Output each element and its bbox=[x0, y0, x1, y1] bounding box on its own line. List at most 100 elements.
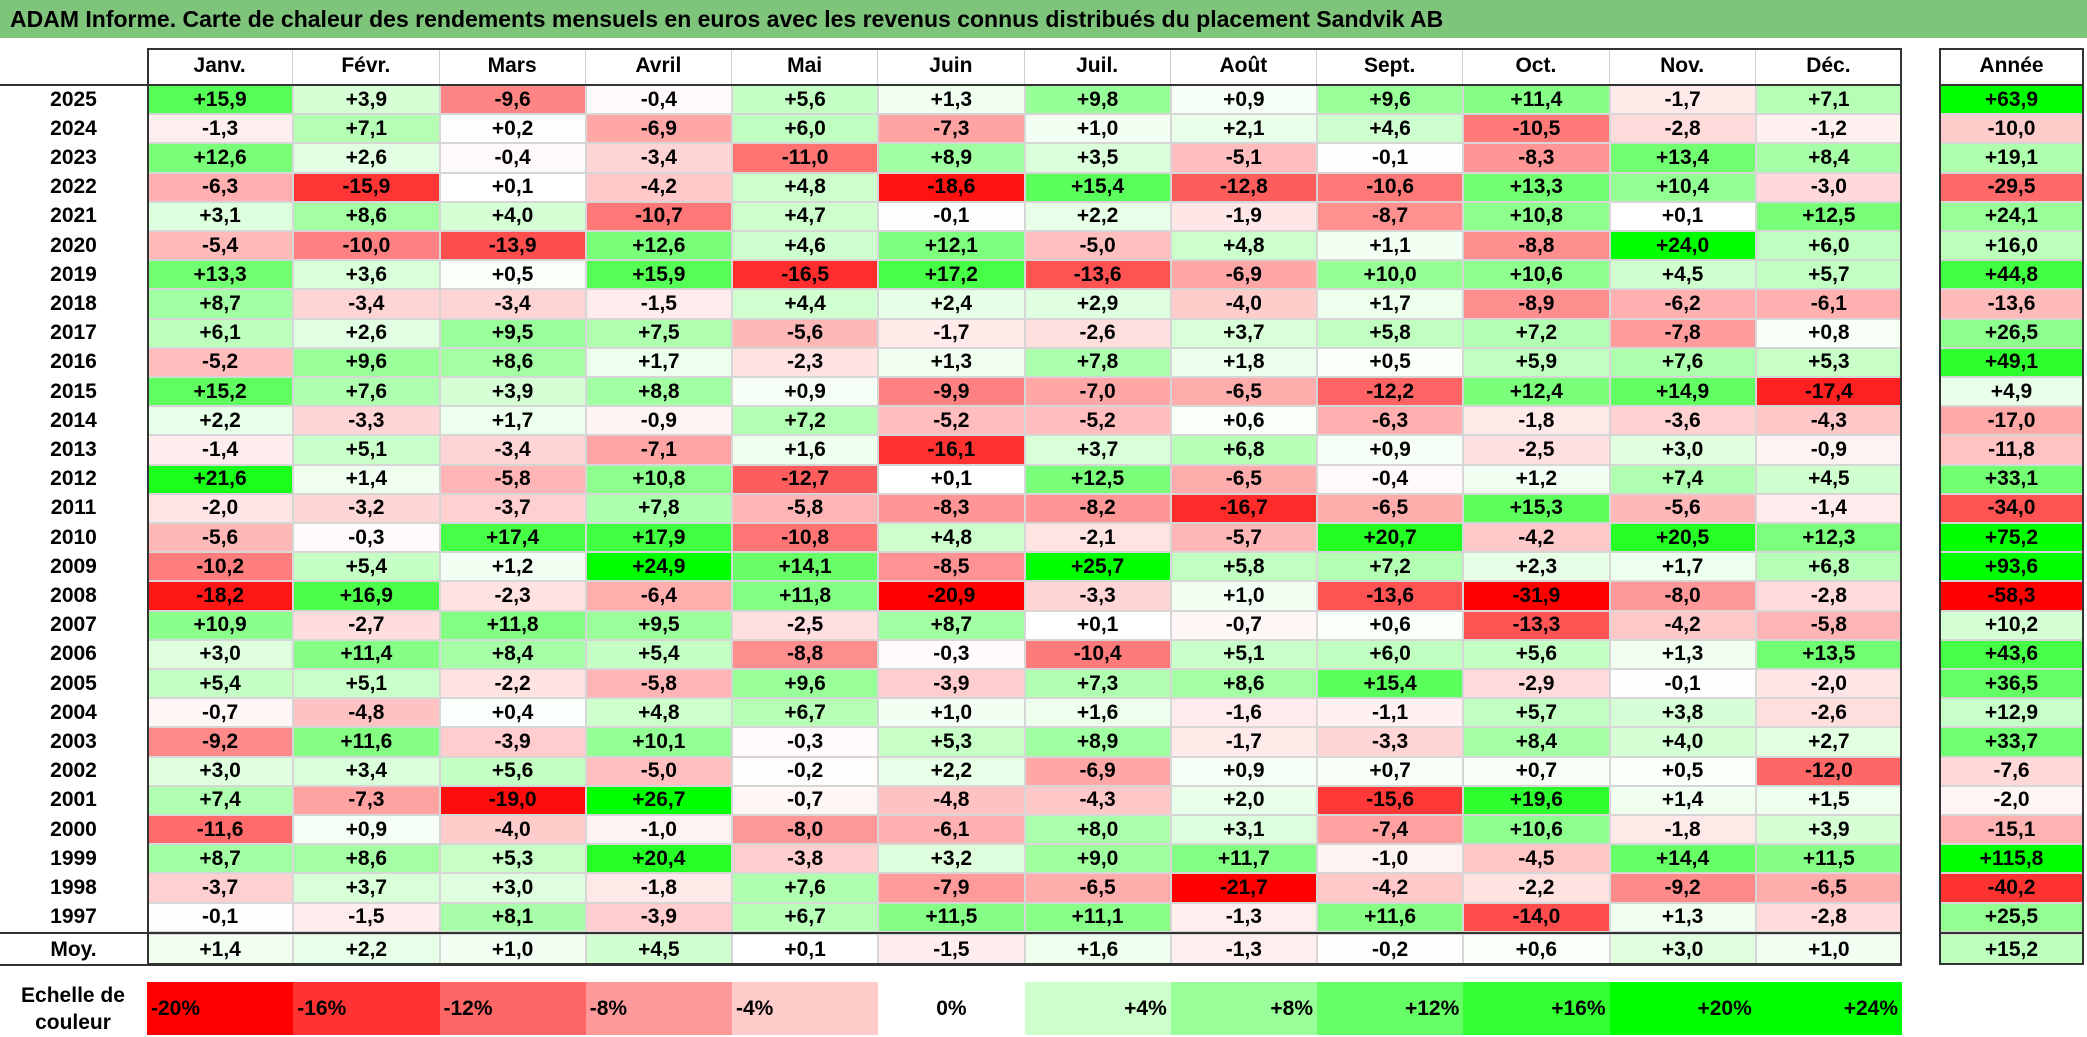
heatmap-cell: +5,6 bbox=[1463, 639, 1610, 669]
heatmap-cell: -4,2 bbox=[1609, 610, 1756, 640]
heatmap-cell: +10,0 bbox=[1317, 260, 1464, 290]
heatmap-cell: -2,2 bbox=[1463, 873, 1610, 903]
annual-cell: -13,6 bbox=[1939, 289, 2084, 319]
average-cell: +2,2 bbox=[293, 934, 440, 965]
heatmap-cell: -2,5 bbox=[732, 610, 879, 640]
heatmap-cell: -13,6 bbox=[1317, 581, 1464, 611]
heatmap-cell: +9,5 bbox=[439, 318, 586, 348]
heatmap-cell: +6,7 bbox=[732, 902, 879, 932]
heatmap-cell: -13,9 bbox=[439, 231, 586, 261]
annual-cell: +16,0 bbox=[1939, 231, 2084, 261]
heatmap-cell: +5,8 bbox=[1317, 318, 1464, 348]
heatmap-cell: +7,8 bbox=[1024, 347, 1171, 377]
heatmap-cell: -6,1 bbox=[1755, 289, 1902, 319]
heatmap-cell: +9,6 bbox=[293, 347, 440, 377]
heatmap-cell: +9,5 bbox=[585, 610, 732, 640]
heatmap-cell: +8,7 bbox=[878, 610, 1025, 640]
heatmap-cell: +12,5 bbox=[1755, 201, 1902, 231]
average-cell: -0,2 bbox=[1317, 934, 1464, 965]
heatmap-cell: -3,9 bbox=[439, 727, 586, 757]
heatmap-cell: +2,6 bbox=[293, 318, 440, 348]
month-header: Janv. bbox=[147, 48, 294, 84]
heatmap-cell: -11,0 bbox=[732, 143, 879, 173]
heatmap-cell: +8,1 bbox=[439, 902, 586, 932]
heatmap-cell: -18,6 bbox=[878, 172, 1025, 202]
heatmap-cell: +0,2 bbox=[439, 114, 586, 144]
heatmap-cell: +13,3 bbox=[147, 260, 294, 290]
heatmap-cell: -0,1 bbox=[878, 201, 1025, 231]
heatmap-cell: -5,8 bbox=[732, 493, 879, 523]
color-scale-stop: -12% bbox=[439, 982, 586, 1035]
heatmap-cell: -1,6 bbox=[1170, 698, 1317, 728]
heatmap-cell: -3,0 bbox=[1755, 172, 1902, 202]
heatmap-cell: -11,6 bbox=[147, 815, 294, 845]
heatmap-cell: +15,9 bbox=[585, 260, 732, 290]
heatmap-cell: +17,4 bbox=[439, 523, 586, 553]
heatmap-cell: -8,0 bbox=[1609, 581, 1756, 611]
heatmap-cell: -5,8 bbox=[1755, 610, 1902, 640]
heatmap-cell: -6,4 bbox=[585, 581, 732, 611]
year-label: 1998 bbox=[50, 875, 97, 899]
year-label: 2013 bbox=[50, 437, 97, 461]
heatmap-cell: +10,9 bbox=[147, 610, 294, 640]
heatmap-cell: -2,3 bbox=[732, 347, 879, 377]
heatmap-cell: +4,8 bbox=[878, 523, 1025, 553]
heatmap-cell: -9,9 bbox=[878, 377, 1025, 407]
heatmap-cell: -3,4 bbox=[439, 289, 586, 319]
heatmap-cell: -10,2 bbox=[147, 552, 294, 582]
heatmap-cell: +3,6 bbox=[293, 260, 440, 290]
heatmap-cell: -0,2 bbox=[732, 756, 879, 786]
heatmap-cell: +8,9 bbox=[878, 143, 1025, 173]
average-cell: +0,1 bbox=[732, 934, 879, 965]
annual-cell: -10,0 bbox=[1939, 114, 2084, 144]
month-header: Sept. bbox=[1317, 48, 1464, 84]
heatmap-cell: -8,9 bbox=[1463, 289, 1610, 319]
average-annual-cell: +15,2 bbox=[1939, 934, 2084, 965]
heatmap-cell: +13,3 bbox=[1463, 172, 1610, 202]
divider-line bbox=[0, 932, 1902, 934]
heatmap-cell: +1,0 bbox=[1024, 114, 1171, 144]
heatmap-cell: +20,4 bbox=[585, 844, 732, 874]
heatmap-cell: +5,6 bbox=[732, 85, 879, 115]
annual-cell: -17,0 bbox=[1939, 406, 2084, 436]
year-label: 2015 bbox=[50, 379, 97, 403]
heatmap-cell: +6,1 bbox=[147, 318, 294, 348]
heatmap-cell: -5,2 bbox=[1024, 406, 1171, 436]
heatmap-cell: +3,9 bbox=[293, 85, 440, 115]
heatmap-cell: -1,3 bbox=[1170, 902, 1317, 932]
year-label: 2020 bbox=[50, 233, 97, 257]
heatmap-cell: +6,8 bbox=[1755, 552, 1902, 582]
heatmap-cell: +26,7 bbox=[585, 785, 732, 815]
average-cell: +1,0 bbox=[439, 934, 586, 965]
heatmap-cell: -0,4 bbox=[585, 85, 732, 115]
heatmap-cell: -12,2 bbox=[1317, 377, 1464, 407]
heatmap-cell: -14,0 bbox=[1463, 902, 1610, 932]
annual-cell: +75,2 bbox=[1939, 523, 2084, 553]
heatmap-cell: +7,1 bbox=[293, 114, 440, 144]
heatmap-cell: +1,4 bbox=[293, 464, 440, 494]
heatmap-cell: -20,9 bbox=[878, 581, 1025, 611]
heatmap-cell: -3,7 bbox=[439, 493, 586, 523]
heatmap-cell: +2,3 bbox=[1463, 552, 1610, 582]
heatmap-cell: +2,4 bbox=[878, 289, 1025, 319]
year-label: 2012 bbox=[50, 467, 97, 491]
heatmap-cell: -8,5 bbox=[878, 552, 1025, 582]
heatmap-cell: -2,2 bbox=[439, 669, 586, 699]
month-header: Juin bbox=[878, 48, 1025, 84]
heatmap-cell: +7,4 bbox=[1609, 464, 1756, 494]
heatmap-cell: +5,1 bbox=[1170, 639, 1317, 669]
heatmap-cell: +1,6 bbox=[1024, 698, 1171, 728]
heatmap-cell: +3,7 bbox=[293, 873, 440, 903]
heatmap-cell: +7,8 bbox=[585, 493, 732, 523]
heatmap-cell: +8,6 bbox=[293, 201, 440, 231]
heatmap-cell: -10,4 bbox=[1024, 639, 1171, 669]
heatmap-cell: +4,8 bbox=[1170, 231, 1317, 261]
heatmap-cell: -7,4 bbox=[1317, 815, 1464, 845]
heatmap-cell: +0,1 bbox=[1609, 201, 1756, 231]
heatmap-cell: +5,3 bbox=[1755, 347, 1902, 377]
heatmap-cell: -2,1 bbox=[1024, 523, 1171, 553]
heatmap-cell: -8,3 bbox=[1463, 143, 1610, 173]
month-header: Août bbox=[1170, 48, 1317, 84]
heatmap-cell: +5,4 bbox=[585, 639, 732, 669]
year-label: 2004 bbox=[50, 700, 97, 724]
